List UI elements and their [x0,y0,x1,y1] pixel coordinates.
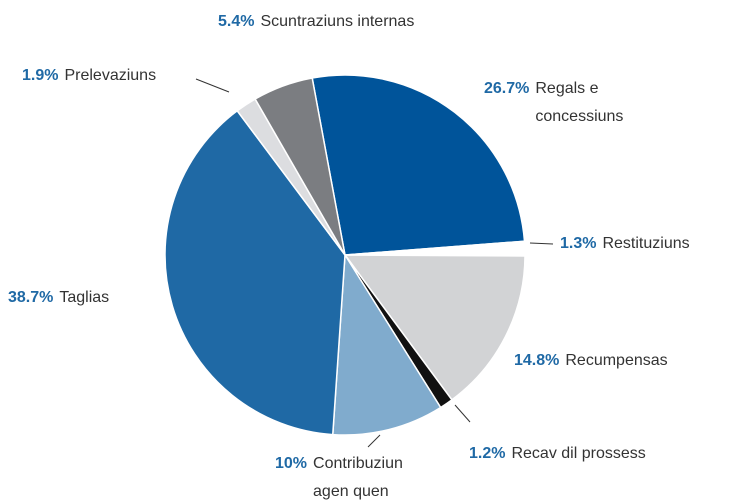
pie-slice [311,74,526,256]
slice-value-label: 5.4% [218,13,255,30]
slice-category-label: Regals e concessiuns [535,80,624,125]
pie-slice [164,109,346,436]
leader-line [529,242,554,245]
slice-label: 14.8% Recumpensas [514,347,729,375]
leader-line [454,404,471,423]
slice-label: 1.9% Prelevaziuns [22,62,264,90]
pie-slice [343,254,526,401]
slice-label: 1.2% Recav dil prossess [469,440,729,468]
slice-label: 38.7% Taglias [8,284,259,312]
slice-category-label: Contribuziun agen quen [313,455,403,500]
slice-category-label: Taglias [59,289,110,306]
leader-line [195,78,230,93]
slice-value-label: 10% [275,455,308,472]
leader-line [367,434,381,448]
slice-category-label: Restituziuns [602,235,690,252]
slice-category-label: Scuntraziuns internas [260,13,415,30]
pie-slice [331,252,442,436]
slice-value-label: 1.2% [469,445,506,462]
slice-label: 1.3% Restituziuns [560,230,729,258]
slice-label: 10% Contribuziun agen quen [275,450,413,501]
pie-slice [254,77,346,256]
slice-value-label: 14.8% [514,352,560,369]
slice-label: 5.4% Scuntraziuns internas [218,8,560,36]
slice-category-label: Recav dil prossess [511,445,646,462]
slice-value-label: 38.7% [8,289,54,306]
slice-value-label: 26.7% [484,80,530,97]
slice-value-label: 1.3% [560,235,597,252]
leader-lines [195,78,554,448]
slice-value-label: 1.9% [22,67,59,84]
slice-category-label: Recumpensas [565,352,668,369]
slice-label: 26.7% Regals e concessiuns [484,75,655,131]
slice-category-label: Prelevaziuns [64,67,157,84]
